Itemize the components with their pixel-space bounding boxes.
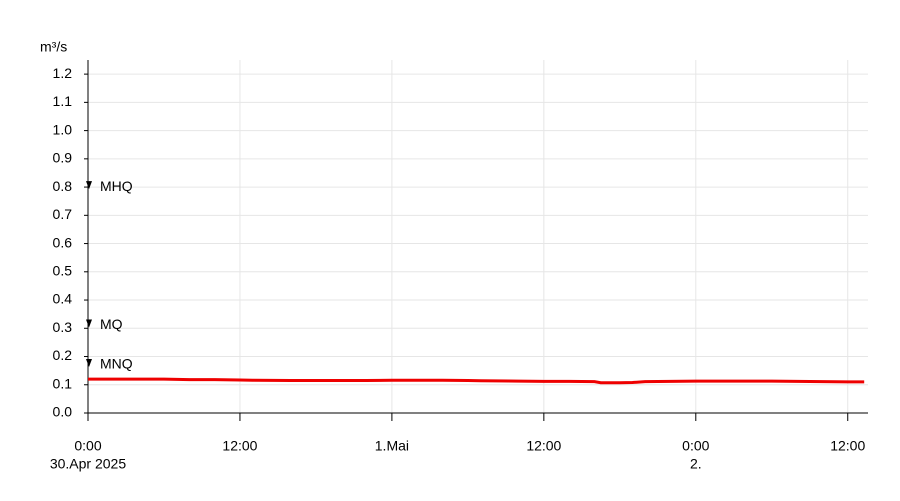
y-tick-label: 0.5	[53, 263, 73, 279]
x-tick-label: 12:00	[526, 438, 561, 454]
x-tick-label: 12:00	[830, 438, 865, 454]
y-tick-label: 0.9	[53, 150, 73, 166]
x-tick-label: 0:00	[682, 438, 709, 454]
y-tick-label: 1.1	[53, 93, 73, 109]
x-tick-label: 12:00	[222, 438, 257, 454]
x-date-label: 30.Apr 2025	[50, 456, 126, 472]
y-tick-label: 0.0	[53, 404, 73, 420]
threshold-label: MNQ	[100, 356, 133, 372]
x-tick-label: 0:00	[74, 438, 101, 454]
threshold-marker	[86, 319, 92, 328]
y-tick-label: 0.1	[53, 375, 73, 391]
y-tick-label: 0.2	[53, 347, 73, 363]
y-tick-label: 0.3	[53, 319, 73, 335]
x-tick-label: 1.Mai	[375, 438, 409, 454]
threshold-marker	[86, 358, 92, 367]
x-date-label: 2.	[690, 456, 702, 472]
y-tick-label: 0.6	[53, 234, 73, 250]
y-tick-label: 0.8	[53, 178, 73, 194]
y-axis-label: m³/s	[40, 39, 67, 55]
y-tick-label: 1.0	[53, 121, 73, 137]
y-tick-label: 0.4	[53, 291, 73, 307]
threshold-label: MQ	[100, 316, 123, 332]
threshold-label: MHQ	[100, 178, 133, 194]
data-line	[88, 377, 865, 385]
y-tick-label: 1.2	[53, 65, 73, 81]
y-tick-label: 0.7	[53, 206, 73, 222]
threshold-marker	[86, 181, 92, 190]
